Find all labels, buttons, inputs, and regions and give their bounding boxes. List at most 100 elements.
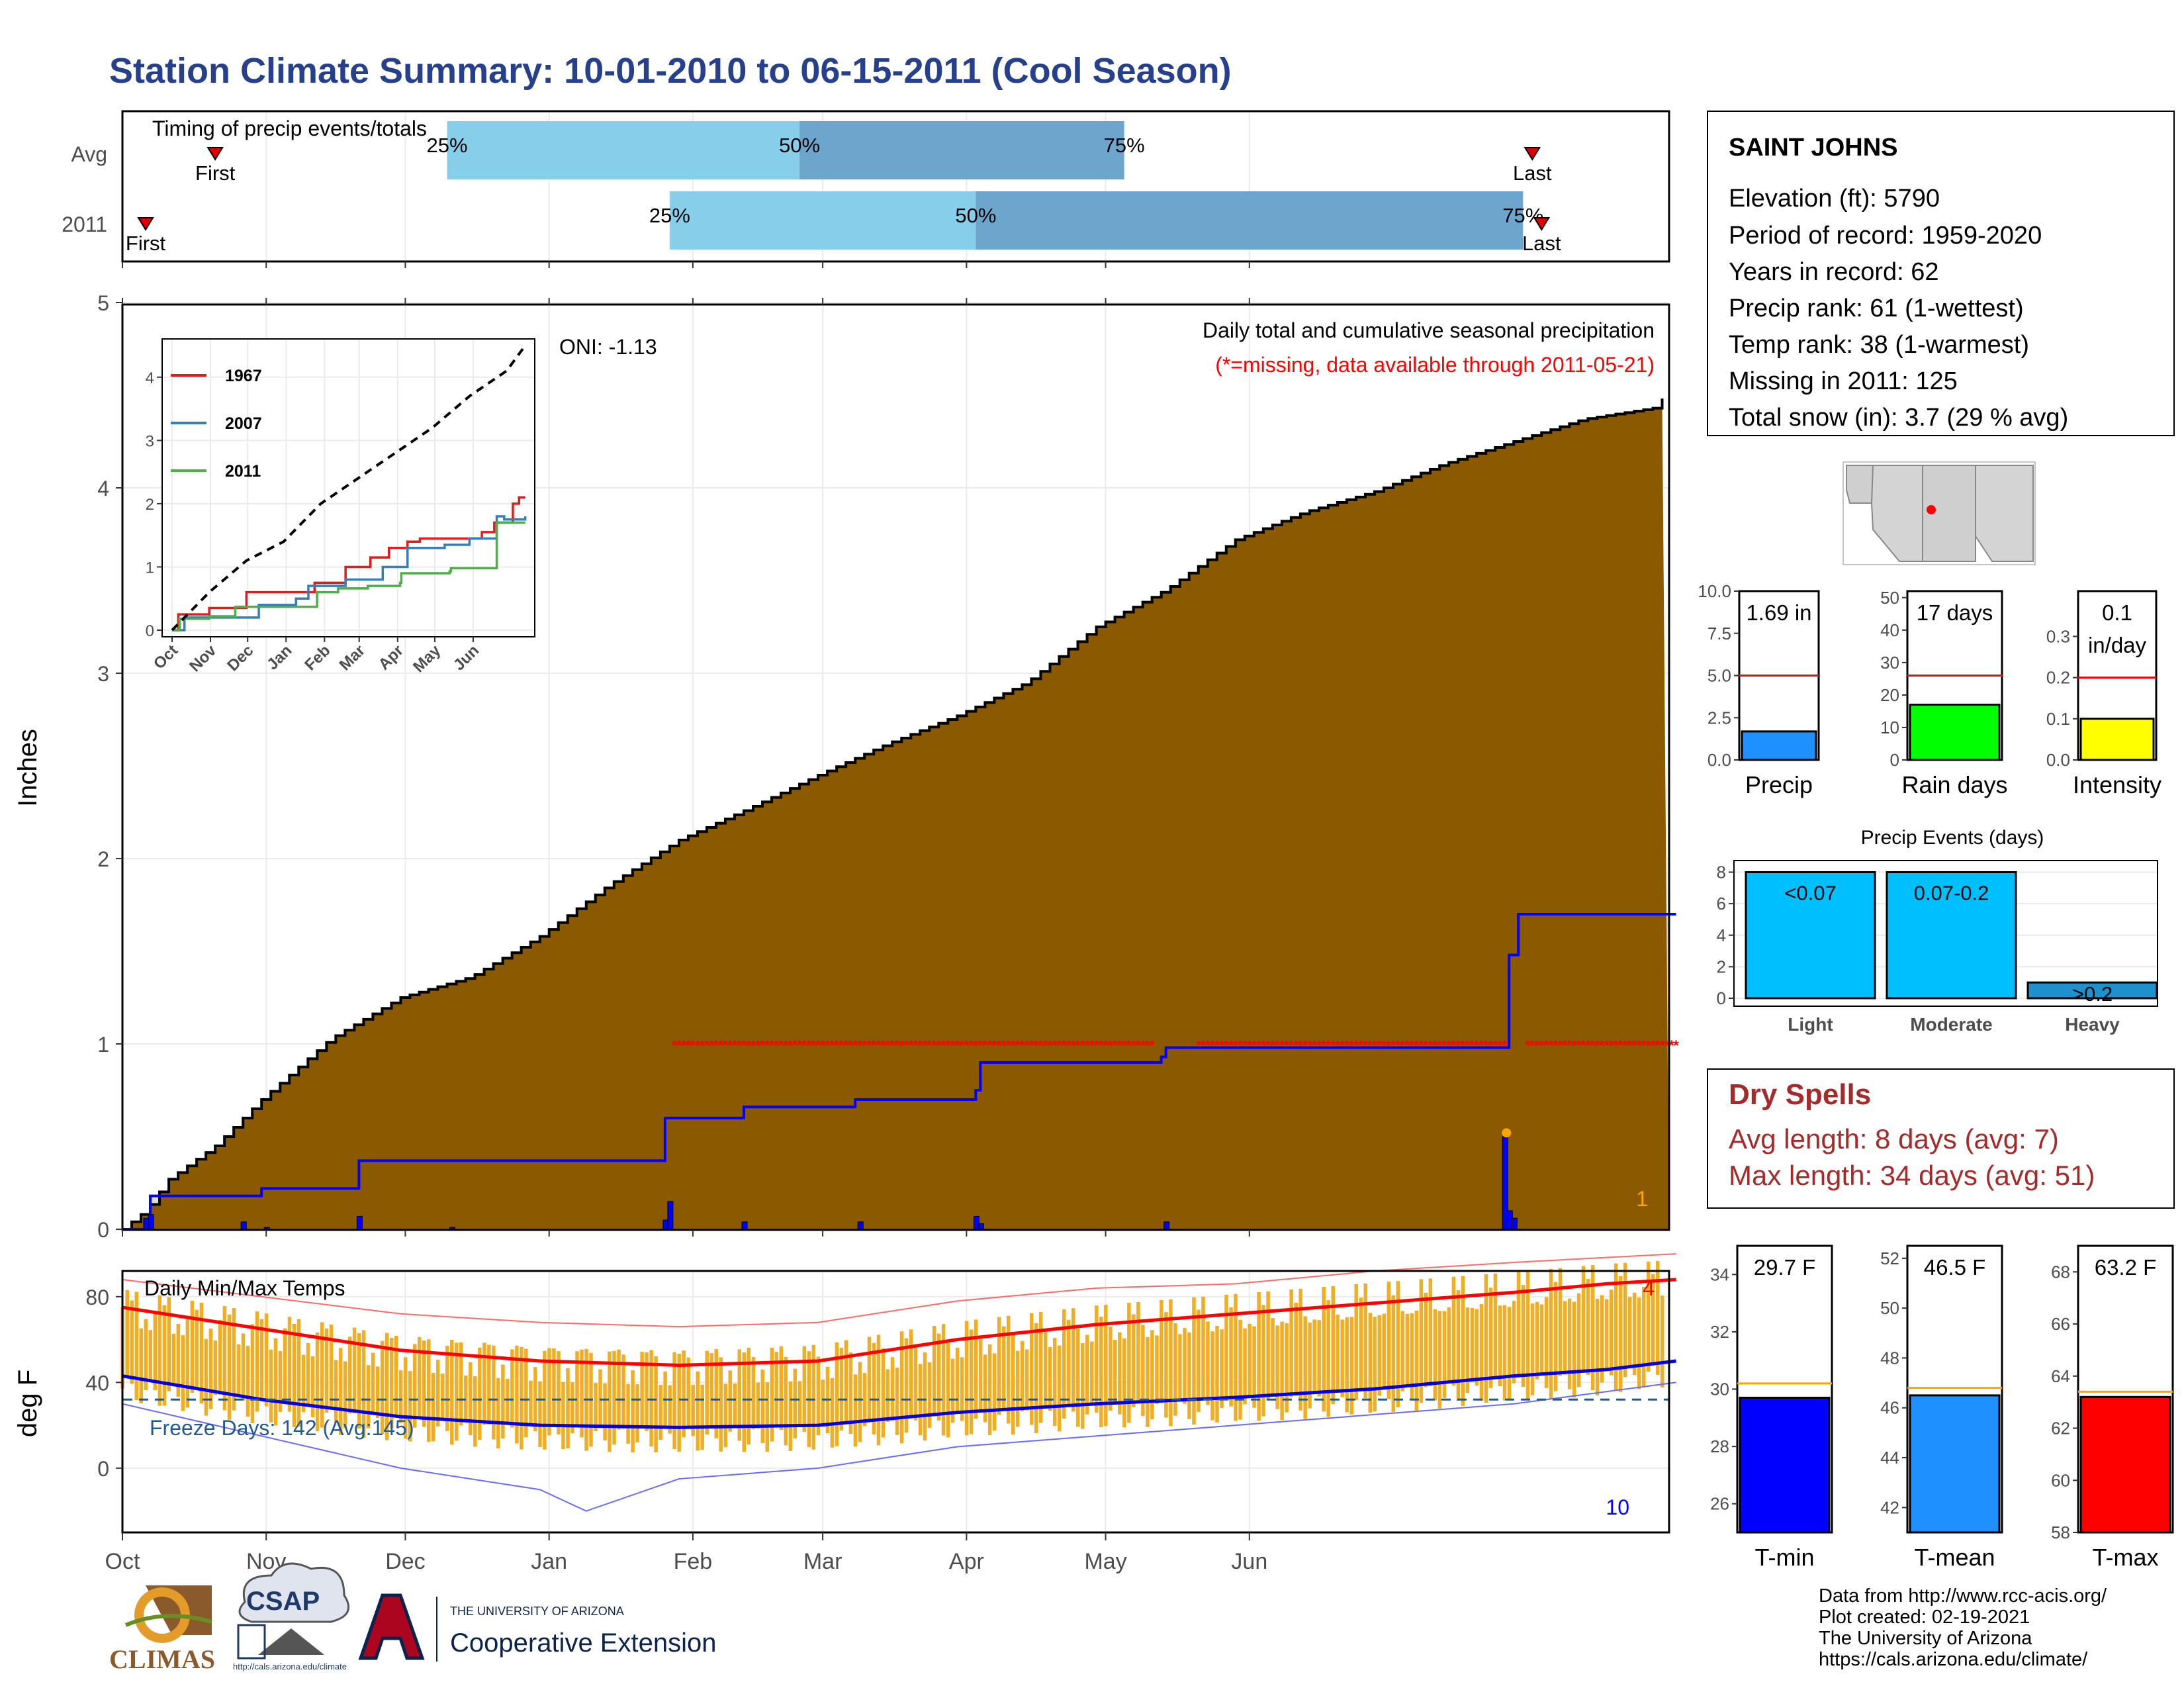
temp-bar-300 — [1512, 1301, 1516, 1383]
main-ytick-label-3: 3 — [97, 662, 109, 686]
missing-star-1-251: * — [1284, 1037, 1290, 1054]
temp-bar-153 — [830, 1378, 835, 1448]
missing-star-0-132: * — [732, 1037, 738, 1054]
temp-bar-129 — [719, 1357, 723, 1452]
missing-star-0-199: * — [1042, 1037, 1048, 1054]
temp-bar-66 — [426, 1339, 431, 1442]
season-cumulative-line — [122, 913, 1676, 1231]
missing-star-0-150: * — [815, 1037, 821, 1054]
events-title: Precip Events (days) — [1861, 827, 2044, 849]
temp-bar-107 — [617, 1349, 621, 1430]
missing-star-0-162: * — [871, 1037, 877, 1054]
daily-precip-bar-7 — [667, 1201, 674, 1230]
timing-row-label-2011: 2011 — [62, 212, 107, 236]
missing-star-1-247: * — [1265, 1037, 1271, 1054]
missing-star-0-130: * — [723, 1037, 729, 1054]
temp-bar-108 — [621, 1354, 625, 1429]
inset-xtick-label-5: Mar — [336, 641, 369, 674]
mini-2-value-label: 0.1 — [2102, 600, 2132, 625]
dry-spells-box: Dry Spells Avg length: 8 days (avg: 7) M… — [1707, 1068, 2175, 1209]
temp-bar-231 — [1192, 1297, 1196, 1425]
missing-star-0-201: * — [1052, 1037, 1058, 1054]
temp-bar-280 — [1419, 1279, 1424, 1403]
temp-bar-197 — [1034, 1323, 1038, 1434]
temp-bar-169 — [904, 1338, 909, 1433]
temp-bar-207 — [1081, 1343, 1085, 1429]
missing-star-0-140: * — [769, 1037, 775, 1054]
temp-bar-128 — [714, 1349, 718, 1438]
missing-star-0-178: * — [945, 1037, 951, 1054]
temp-mini-2-tick-label-3: 64 — [2051, 1366, 2070, 1386]
temp-bar-315 — [1581, 1266, 1586, 1373]
temp-mini-2-bar — [2079, 1395, 2171, 1534]
temp-bar-285 — [1442, 1311, 1447, 1398]
temp-bar-12 — [176, 1323, 181, 1397]
missing-star-0-126: * — [704, 1037, 710, 1054]
temp-bar-137 — [756, 1382, 760, 1429]
temp-bar-331 — [1655, 1260, 1660, 1375]
missing-star-1-286: * — [1446, 1037, 1452, 1054]
missing-star-1-252: * — [1289, 1037, 1295, 1054]
quartile-bar-lower-0 — [447, 121, 800, 179]
month-label-6: Apr — [949, 1549, 984, 1574]
temp-bar-317 — [1590, 1265, 1595, 1390]
station-elevation: Elevation (ft): 5790 — [1729, 185, 1940, 212]
mini-2-value-label-2: in/day — [2088, 633, 2147, 657]
temp-bar-53 — [366, 1365, 371, 1429]
freeze-days-label: Freeze Days: 142 (Avg:145) — [150, 1416, 414, 1440]
missing-star-0-202: * — [1056, 1037, 1062, 1054]
temp-bar-142 — [779, 1346, 784, 1430]
temp-bar-268 — [1363, 1283, 1368, 1399]
temp-bar-279 — [1414, 1310, 1419, 1411]
missing-star-0-173: * — [922, 1037, 928, 1054]
temp-bar-238 — [1224, 1294, 1228, 1398]
main-precip-panel: ****************************************… — [13, 291, 1679, 1242]
temp-bar-60 — [398, 1370, 403, 1423]
missing-star-2-318: * — [1594, 1037, 1600, 1054]
missing-star-0-195: * — [1024, 1037, 1030, 1054]
temp-bar-134 — [742, 1352, 747, 1452]
temp-bar-37 — [292, 1323, 296, 1427]
temp-bar-138 — [760, 1369, 765, 1444]
missing-star-2-313: * — [1571, 1037, 1577, 1054]
temp-bar-113 — [645, 1352, 649, 1431]
temp-bar-180 — [955, 1347, 960, 1413]
missing-star-0-124: * — [695, 1037, 701, 1054]
temp-bar-212 — [1104, 1305, 1108, 1427]
missing-star-0-170: * — [908, 1037, 914, 1054]
inset-series-avg — [171, 344, 527, 632]
locator-map — [1843, 461, 2036, 565]
map-new-mexico — [1922, 465, 1976, 562]
mini-2-name: Intensity — [2073, 771, 2161, 798]
temp-bar-211 — [1099, 1317, 1103, 1427]
missing-star-0-190: * — [1001, 1037, 1007, 1054]
temp-bar-82 — [501, 1364, 505, 1439]
avg-cumulative-outline — [122, 399, 1664, 1231]
last-event-marker-0 — [1524, 147, 1541, 161]
missing-star-1-257: * — [1312, 1037, 1318, 1054]
inset-xtick-label-8: Jun — [450, 641, 482, 674]
temp-bar-284 — [1437, 1311, 1442, 1409]
temp-bar-154 — [835, 1342, 839, 1446]
temp-bar-34 — [278, 1350, 283, 1412]
missing-star-0-222: * — [1149, 1037, 1155, 1054]
temp-bar-22 — [222, 1306, 227, 1411]
temp-bar-308 — [1549, 1268, 1553, 1399]
inset-chart: 0 1 2 3 4 Oct Nov Dec Jan Feb Mar Apr May Jun 1967 200… — [146, 338, 535, 676]
temp-bar-190 — [1001, 1326, 1006, 1411]
temp-bar-208 — [1085, 1335, 1089, 1415]
temp-bar-244 — [1252, 1326, 1256, 1408]
temp-bar-228 — [1178, 1334, 1182, 1402]
month-label-4: Feb — [674, 1549, 713, 1574]
temp-bar-35 — [283, 1328, 287, 1403]
temp-bar-269 — [1368, 1313, 1373, 1413]
daily-precip-bars — [143, 1128, 1518, 1230]
station-location-dot — [1927, 505, 1936, 514]
temp-y-axis: 0 40 80 — [85, 1286, 122, 1481]
missing-star-0-182: * — [964, 1037, 970, 1054]
temp-bar-105 — [608, 1351, 612, 1452]
temp-bar-30 — [259, 1319, 264, 1400]
missing-star-0-159: * — [857, 1037, 863, 1054]
mini-0-name: Precip — [1745, 771, 1813, 798]
legend-line-1: Daily total and cumulative seasonal prec… — [1203, 318, 1655, 342]
